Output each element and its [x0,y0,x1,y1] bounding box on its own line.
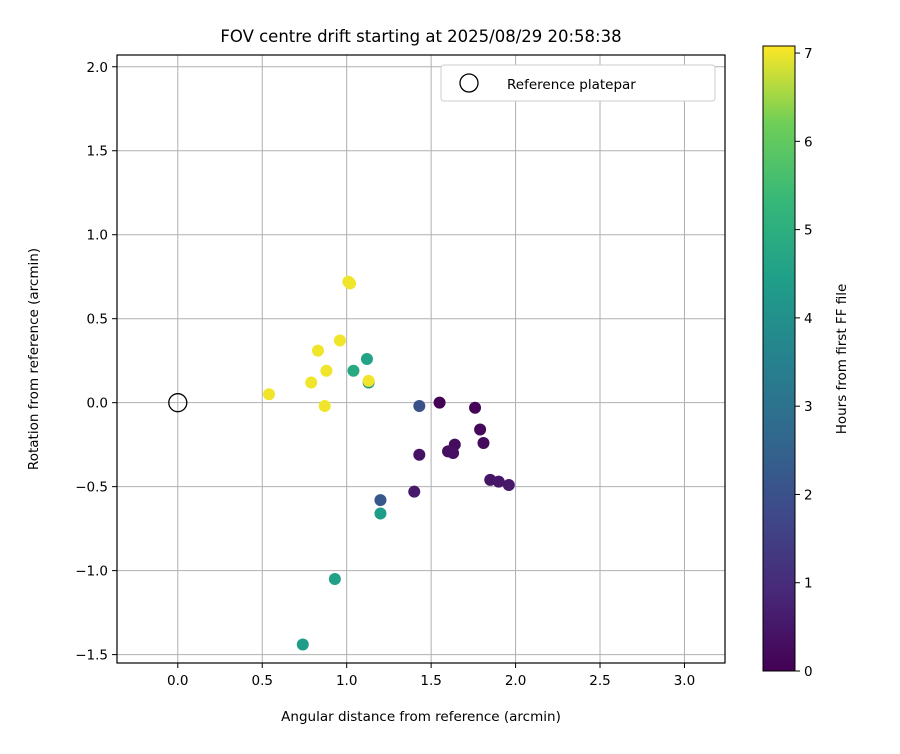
y-tick-label: 2.0 [87,60,108,76]
reference-marker-layer [168,393,188,413]
x-tick-label: 2.5 [589,673,610,689]
data-point [344,277,357,290]
colorbar-tick-label: 5 [804,223,813,239]
data-points [263,275,515,651]
x-tick-label: 3.0 [674,673,695,689]
colorbar-tick-label: 2 [804,487,813,503]
data-point [296,638,309,651]
x-tick-label: 1.5 [420,673,441,689]
data-point [347,364,360,377]
reference-marker [168,393,188,413]
colorbar-tick-label: 0 [804,664,813,680]
chart-title: FOV centre drift starting at 2025/08/29 … [220,27,621,46]
x-axis-ticks: 0.0 0.5 1.0 1.5 2.0 2.5 3.0 [167,663,695,689]
x-axis-label: Angular distance from reference (arcmin) [281,709,561,725]
data-point [328,573,341,586]
colorbar-tick-label: 7 [804,46,813,62]
colorbar-label: Hours from first FF file [834,284,850,435]
y-axis-ticks: −1.5 −1.0 −0.5 0.0 0.5 1.0 1.5 2.0 [75,60,117,664]
data-point [492,475,505,488]
data-point [333,334,346,347]
x-tick-label: 0.5 [252,673,273,689]
colorbar-tick-label: 1 [804,576,813,592]
x-tick-label: 0.0 [167,673,188,689]
colorbar-gradient [762,45,796,672]
legend: Reference platepar [440,64,716,102]
y-tick-label: 1.5 [87,144,108,160]
data-point [263,388,275,401]
data-point [362,374,375,387]
colorbar-tick-label: 3 [804,399,813,415]
legend-marker-icon [459,73,479,93]
y-axis-label: Rotation from reference (arcmin) [26,248,42,470]
data-point [477,436,490,449]
data-point [360,353,373,365]
data-point [408,485,421,498]
data-point [447,447,460,460]
data-point [413,448,426,461]
y-tick-label: 1.0 [87,228,108,244]
x-tick-label: 2.0 [505,673,526,689]
plot-frame [116,54,726,664]
data-point [311,344,324,357]
y-tick-label: 0.0 [87,396,108,412]
colorbar: 0 1 2 3 4 5 6 7 Hours from first FF file [762,45,850,680]
data-point [413,400,426,413]
data-point [502,478,515,491]
y-tick-label: 0.5 [87,312,108,328]
grid [117,55,725,663]
data-point [374,507,387,520]
legend-entry: Reference platepar [507,77,636,93]
data-point [318,400,331,413]
legend-box [440,64,716,102]
data-point [469,401,482,414]
data-point [374,494,387,507]
y-tick-label: −1.5 [75,648,108,664]
x-tick-label: 1.0 [336,673,357,689]
data-point [305,376,318,389]
colorbar-tick-label: 4 [804,311,813,327]
data-point [433,396,446,409]
colorbar-tick-label: 6 [804,134,813,150]
y-tick-label: −1.0 [75,564,108,580]
colorbar-ticks: 0 1 2 3 4 5 6 7 [795,46,813,680]
data-point [320,364,333,377]
data-point [474,423,487,436]
y-tick-label: −0.5 [75,480,108,496]
